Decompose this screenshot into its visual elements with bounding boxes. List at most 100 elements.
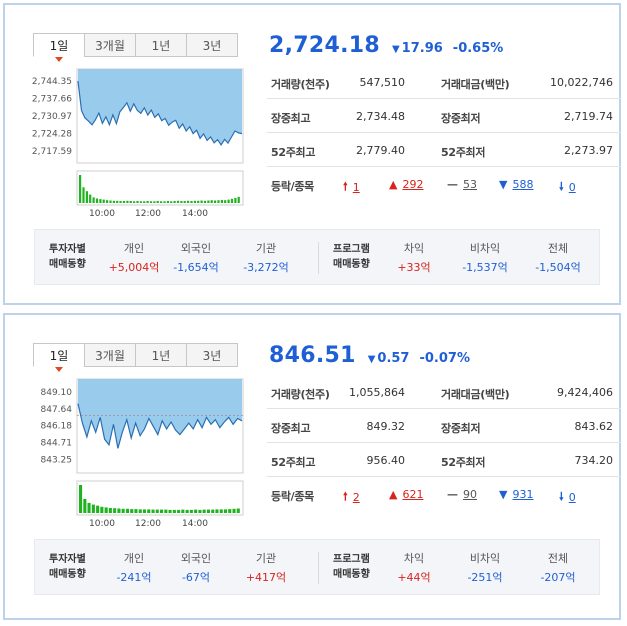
volume-plot-frame bbox=[76, 480, 244, 516]
volume-bar bbox=[181, 509, 185, 513]
program-value: -207억 bbox=[540, 571, 576, 584]
program-title-line: 매매동향 bbox=[333, 569, 370, 580]
volume-bar bbox=[117, 508, 121, 513]
arrow-down-icon: 🠗 bbox=[559, 180, 564, 193]
kosdaq-panel: 1일 3개월 1년 3년 849.10 847.64 846.18 844.71 843… bbox=[3, 313, 621, 620]
program-label: 비차익 bbox=[469, 242, 501, 255]
decliners-count: 931 bbox=[512, 488, 534, 501]
investor-title: 투자자별 매매동향 bbox=[49, 242, 86, 272]
divider bbox=[318, 552, 319, 584]
unchanged-link[interactable]: — 90 bbox=[447, 488, 477, 501]
updown-label: 등락/종목 bbox=[271, 180, 314, 193]
volume-bar bbox=[155, 509, 159, 513]
lower-limit-link[interactable]: 🠗 0 bbox=[559, 178, 576, 197]
tab-1d[interactable]: 1일 bbox=[33, 343, 85, 372]
volume-bar bbox=[112, 200, 115, 203]
volume-bar bbox=[170, 201, 173, 203]
stat-value: 849.32 bbox=[366, 420, 406, 433]
stat-value: 1,055,864 bbox=[349, 386, 405, 399]
volume-plot-frame bbox=[76, 170, 244, 206]
period-tabs: 1일 3개월 1년 3년 bbox=[33, 33, 238, 62]
decliners-link[interactable]: ▼ 931 bbox=[499, 488, 533, 501]
upper-limit-link[interactable]: 🠕 2 bbox=[343, 488, 360, 507]
y-tick-label: 843.25 bbox=[41, 455, 73, 465]
lower-limit-link[interactable]: 🠗 0 bbox=[559, 488, 576, 507]
down-triangle-icon: ▼ bbox=[499, 178, 508, 191]
advancers-link[interactable]: ▲ 292 bbox=[389, 178, 423, 191]
program-arbitrage: 차익 +33억 bbox=[379, 240, 449, 275]
program-value: +44억 bbox=[397, 571, 431, 584]
volume-bar bbox=[102, 199, 105, 203]
volume-bar bbox=[139, 201, 142, 203]
volume-bar bbox=[236, 508, 240, 513]
advancers-count: 621 bbox=[402, 488, 424, 501]
stat-label: 거래대금(백만) bbox=[441, 388, 510, 401]
program-label: 전체 bbox=[547, 242, 569, 255]
advancers-link[interactable]: ▲ 621 bbox=[389, 488, 423, 501]
volume-bar bbox=[224, 200, 227, 203]
volume-bar bbox=[168, 509, 172, 513]
volume-bar bbox=[109, 200, 112, 203]
kospi-panel: 1일 3개월 1년 3년 2,744.35 2,737.66 2,730.97 2,7… bbox=[3, 3, 621, 305]
tab-3y[interactable]: 3년 bbox=[186, 33, 238, 57]
volume-bar bbox=[220, 199, 223, 203]
volume-bar bbox=[136, 201, 139, 203]
upper-limit-link[interactable]: 🠕 1 bbox=[343, 178, 360, 197]
tab-3m[interactable]: 3개월 bbox=[84, 343, 136, 367]
index-price: 846.51 bbox=[269, 343, 356, 368]
y-tick-label: 2,737.66 bbox=[32, 94, 72, 104]
tab-3y[interactable]: 3년 bbox=[186, 343, 238, 367]
investor-value: +5,004억 bbox=[108, 261, 160, 274]
divider bbox=[318, 242, 319, 274]
volume-bar bbox=[189, 509, 193, 513]
x-tick-label: 12:00 bbox=[135, 519, 161, 529]
tab-3m[interactable]: 3개월 bbox=[84, 33, 136, 57]
tab-1d[interactable]: 1일 bbox=[33, 33, 85, 62]
volume-bar bbox=[92, 197, 95, 203]
index-price-row: 2,724.18 ▼ 17.96 -0.65% bbox=[269, 33, 503, 58]
volume-bar bbox=[203, 200, 207, 203]
stats-row-volume: 거래량(천주) 547,510 거래대금(백만) 10,022,746 bbox=[267, 65, 621, 99]
stat-label: 장중최고 bbox=[271, 422, 311, 435]
program-label: 차익 bbox=[403, 242, 425, 255]
volume-bar bbox=[156, 201, 159, 203]
volume-bar bbox=[119, 201, 122, 203]
volume-bar bbox=[215, 509, 219, 513]
index-change-pct: -0.07% bbox=[419, 351, 470, 366]
index-change: ▼ 17.96 bbox=[392, 41, 443, 56]
y-tick-label: 844.71 bbox=[41, 439, 73, 449]
stat-value: 843.62 bbox=[574, 420, 614, 433]
program-arbitrage: 차익 +44억 bbox=[379, 550, 449, 585]
investor-trading-box: 투자자별 매매동향 개인 +5,004억 외국인 -1,654억 기관 -3,2… bbox=[34, 229, 600, 285]
unchanged-link[interactable]: — 53 bbox=[447, 178, 477, 191]
lower-limit-count: 0 bbox=[568, 181, 576, 194]
down-triangle-icon: ▼ bbox=[367, 354, 376, 365]
investor-title: 투자자별 매매동향 bbox=[49, 552, 86, 582]
investor-value: -1,654억 bbox=[173, 261, 219, 274]
y-tick-label: 2,724.28 bbox=[32, 129, 72, 139]
investor-label: 개인 bbox=[123, 552, 145, 565]
volume-bar bbox=[219, 509, 223, 513]
index-stats-table: 거래량(천주) 547,510 거래대금(백만) 10,022,746 장중최고… bbox=[267, 65, 621, 201]
program-value: -1,537억 bbox=[462, 261, 508, 274]
volume-bar bbox=[207, 200, 210, 203]
volume-bar bbox=[227, 199, 230, 203]
volume-bar bbox=[89, 194, 92, 203]
decliners-link[interactable]: ▼ 588 bbox=[499, 178, 533, 191]
stats-row-volume: 거래량(천주) 1,055,864 거래대금(백만) 9,424,406 bbox=[267, 375, 621, 409]
index-price: 2,724.18 bbox=[269, 33, 380, 58]
volume-bar bbox=[164, 509, 168, 513]
x-tick-label: 12:00 bbox=[135, 209, 161, 219]
stat-label: 52주최저 bbox=[441, 146, 486, 159]
index-price-row: 846.51 ▼ 0.57 -0.07% bbox=[269, 343, 470, 368]
arrow-up-icon: 🠕 bbox=[343, 490, 348, 503]
volume-bar bbox=[143, 201, 146, 203]
volume-bar bbox=[133, 201, 136, 203]
tab-1y[interactable]: 1년 bbox=[135, 33, 187, 57]
stat-label: 장중최저 bbox=[441, 422, 481, 435]
program-title: 프로그램 매매동향 bbox=[333, 552, 370, 582]
volume-bar bbox=[122, 201, 126, 203]
index-change-value: 0.57 bbox=[377, 351, 410, 366]
x-tick-label: 10:00 bbox=[89, 519, 115, 529]
tab-1y[interactable]: 1년 bbox=[135, 343, 187, 367]
